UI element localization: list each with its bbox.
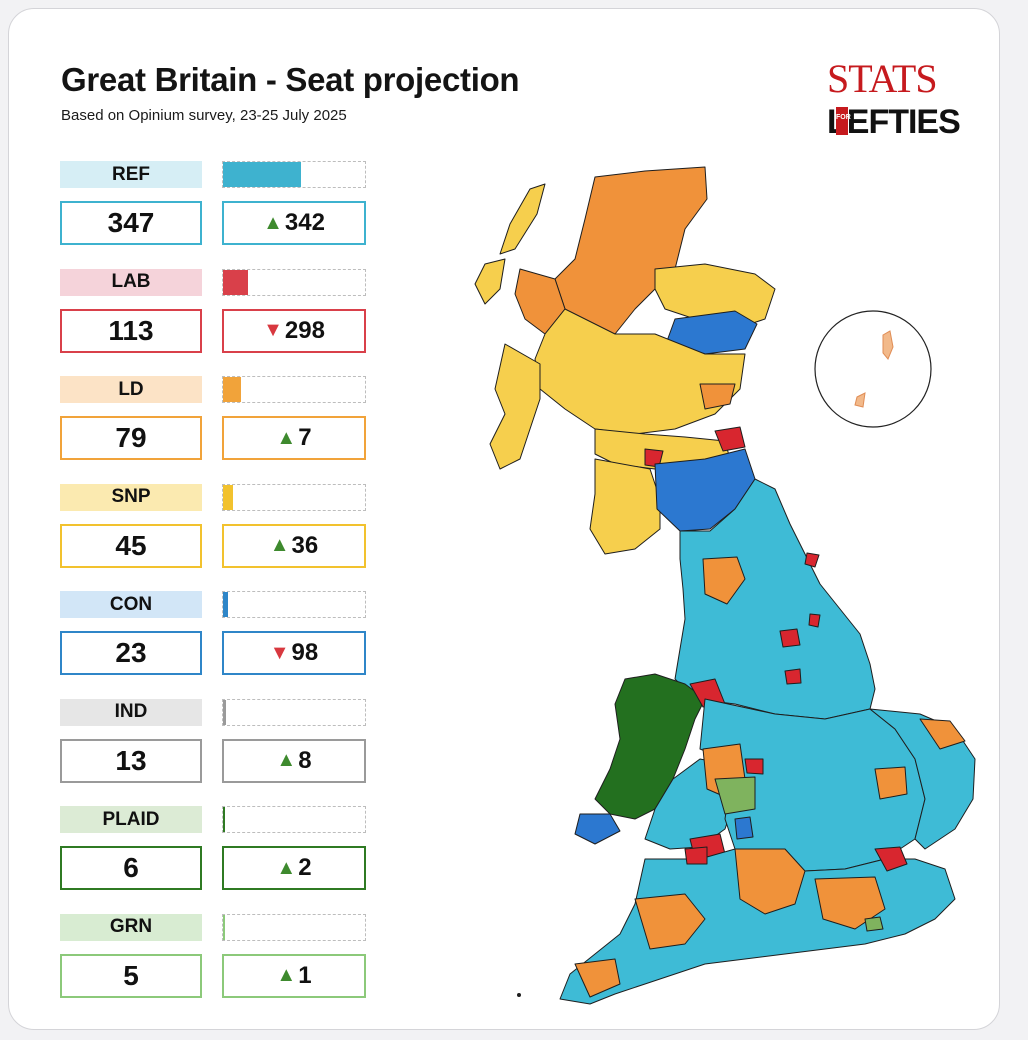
change-value: 8 — [298, 746, 312, 774]
seat-projection-card: Great Britain - Seat projection Based on… — [8, 8, 1000, 1030]
region-brighton-grn — [864, 916, 884, 932]
up-arrow-icon: ▲ — [276, 426, 297, 449]
region-pembroke-con — [574, 813, 621, 845]
seat-count-box: 13 — [60, 738, 202, 783]
region-argyll — [489, 343, 541, 470]
region-skye — [474, 258, 506, 305]
page-title: Great Britain - Seat projection — [61, 61, 520, 98]
seat-bar-fill — [223, 377, 241, 402]
region-western-isles — [499, 183, 546, 255]
party-name-label: IND — [60, 698, 202, 726]
region-york-lab — [808, 613, 821, 628]
region-norfolk-ld — [919, 718, 966, 750]
region-south-ld-c — [634, 893, 706, 950]
region-highlands — [554, 166, 708, 335]
region-sheffield-lab — [784, 668, 802, 685]
change-value: 1 — [298, 961, 312, 989]
seat-change-box: ▲ 2 — [222, 846, 366, 890]
seat-bar-track — [222, 698, 366, 726]
seat-bar-track — [222, 161, 366, 188]
stats-for-lefties-logo: STATS LEFTIES FOR — [827, 55, 961, 155]
seat-bar-fill — [223, 699, 226, 725]
scilly-isles — [517, 993, 521, 997]
seat-bar-fill — [223, 592, 228, 617]
region-south-ld-a — [734, 848, 806, 915]
change-value: 36 — [291, 531, 319, 559]
region-hereford-grn — [714, 776, 756, 815]
up-arrow-icon: ▲ — [276, 749, 297, 771]
region-cumbria-ld — [702, 556, 746, 605]
seat-change-box: ▲ 1 — [222, 953, 366, 998]
seat-change-box: ▲ 7 — [222, 416, 366, 460]
seat-count-box: 45 — [60, 523, 202, 568]
change-value: 298 — [284, 316, 325, 344]
seat-bar-track — [222, 913, 366, 941]
region-oxford-con — [734, 816, 754, 840]
gb-constituency-map — [474, 166, 976, 1005]
up-arrow-icon: ▲ — [269, 534, 290, 556]
change-value: 342 — [284, 209, 325, 236]
seat-bar-fill — [223, 162, 301, 187]
up-arrow-icon: ▲ — [276, 856, 297, 879]
party-name-label: CON — [60, 591, 202, 618]
party-name-label: LD — [60, 376, 202, 403]
shetland-inset-circle — [814, 310, 932, 428]
seat-bar-track — [222, 806, 366, 833]
seat-change-box: ▼ 98 — [222, 631, 366, 675]
seat-count-box: 79 — [60, 416, 202, 460]
party-name-label: LAB — [60, 268, 202, 296]
seat-change-box: ▲ 36 — [222, 523, 366, 568]
region-ayrshire — [589, 458, 661, 555]
seat-change-box: ▲ 342 — [222, 201, 366, 245]
seat-bar-fill — [223, 269, 248, 295]
region-cambs-ld — [874, 766, 908, 800]
change-value: 7 — [298, 424, 312, 451]
region-south-ld-d — [574, 958, 621, 998]
change-value: 98 — [291, 639, 319, 666]
seat-count-box: 5 — [60, 953, 202, 998]
down-arrow-icon: ▼ — [269, 641, 290, 664]
seat-count-box: 347 — [60, 201, 202, 245]
logo-badge-for: FOR — [836, 107, 851, 135]
logo-text-lefties: LEFTIES — [827, 103, 961, 141]
seat-change-box: ▼ 298 — [222, 308, 366, 353]
seat-change-box: ▲ 8 — [222, 738, 366, 783]
region-leeds-lab — [779, 628, 801, 648]
party-name-label: SNP — [60, 483, 202, 511]
region-northern-england — [674, 478, 876, 720]
seat-count-box: 23 — [60, 631, 202, 675]
region-london — [874, 846, 908, 872]
party-name-label: GRN — [60, 913, 202, 941]
logo-text-stats: STATS — [827, 56, 938, 101]
change-value: 2 — [298, 854, 312, 881]
seat-bar-track — [222, 268, 366, 296]
up-arrow-icon: ▲ — [263, 211, 283, 234]
seat-bar-track — [222, 376, 366, 403]
region-fife-ld — [699, 383, 736, 410]
party-name-label: REF — [60, 161, 202, 188]
down-arrow-icon: ▼ — [263, 319, 283, 341]
seat-bar-track — [222, 483, 366, 511]
seat-count-box: 6 — [60, 846, 202, 890]
seat-bar-fill — [223, 484, 233, 510]
party-name-label: PLAID — [60, 806, 202, 833]
page-subtitle: Based on Opinium survey, 23-25 July 2025 — [61, 107, 347, 124]
region-edinburgh-lab — [714, 426, 746, 452]
shetland-islands — [854, 330, 894, 408]
seat-bar-fill — [223, 914, 225, 940]
seat-bar-track — [222, 591, 366, 618]
seat-count-box: 113 — [60, 308, 202, 353]
seat-bar-fill — [223, 807, 225, 832]
region-brum-lab — [744, 758, 764, 775]
region-bristol-lab — [684, 846, 708, 865]
up-arrow-icon: ▲ — [276, 964, 297, 986]
region-tyne-lab — [804, 552, 820, 568]
